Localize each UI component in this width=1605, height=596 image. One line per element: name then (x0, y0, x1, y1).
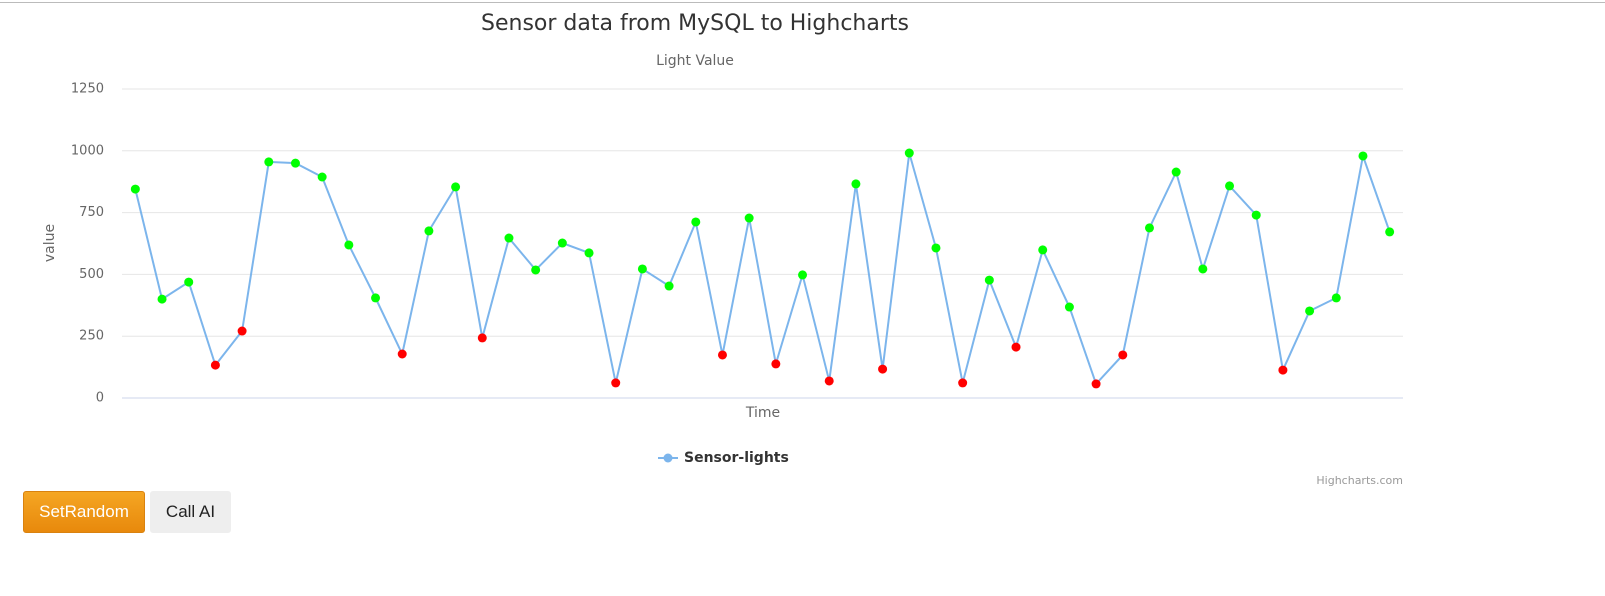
data-point (1011, 342, 1021, 352)
data-point (744, 213, 754, 223)
data-point (931, 243, 941, 253)
data-point (824, 376, 834, 386)
set-random-button[interactable]: SetRandom (23, 491, 145, 533)
y-tick-label: 500 (79, 267, 104, 282)
call-ai-button[interactable]: Call AI (150, 491, 231, 533)
legend-label: Sensor-lights (684, 450, 789, 466)
data-point (958, 378, 968, 388)
data-point (1118, 350, 1128, 360)
data-point (1064, 302, 1074, 312)
data-point (477, 333, 487, 343)
data-point (184, 277, 194, 287)
data-point (798, 270, 808, 280)
data-point (1144, 223, 1154, 233)
legend-marker (663, 453, 673, 463)
y-tick-label: 1250 (71, 82, 104, 97)
series-line (134, 152, 1391, 386)
chart-subtitle: Light Value (656, 53, 734, 69)
data-point (717, 350, 727, 360)
data-point (1171, 167, 1181, 177)
data-point (1278, 365, 1288, 375)
y-tick-label: 250 (79, 329, 104, 344)
data-point (637, 264, 647, 274)
top-border (0, 2, 1605, 3)
data-point (1305, 306, 1315, 316)
data-point (1358, 151, 1368, 161)
data-point (317, 172, 327, 182)
data-point (584, 248, 594, 258)
x-axis-title: Time (745, 405, 780, 421)
data-point (1225, 181, 1235, 191)
data-point (531, 265, 541, 275)
data-point (771, 359, 781, 369)
data-point (157, 294, 167, 304)
data-point (1198, 264, 1208, 274)
data-point (371, 293, 381, 303)
data-point (344, 240, 354, 250)
credits[interactable]: Highcharts.com (1316, 474, 1403, 487)
y-tick-label: 0 (96, 391, 104, 406)
data-point (611, 378, 621, 388)
y-tick-label: 1000 (71, 143, 104, 158)
data-point (984, 275, 994, 285)
data-point (904, 148, 914, 158)
data-point (1251, 210, 1261, 220)
data-point (424, 226, 434, 236)
data-point (1091, 379, 1101, 389)
data-point (851, 179, 861, 189)
chart-title: Sensor data from MySQL to Highcharts (481, 11, 909, 36)
data-point (1038, 245, 1048, 255)
data-point (1385, 227, 1395, 237)
data-point (210, 360, 220, 370)
data-point (1331, 293, 1341, 303)
data-point (290, 158, 300, 168)
data-point (130, 184, 140, 194)
data-point (237, 326, 247, 336)
data-point (878, 364, 888, 374)
y-tick-label: 750 (79, 205, 104, 220)
data-point (557, 238, 567, 248)
data-point (504, 233, 514, 243)
data-point (664, 281, 674, 291)
data-point (264, 157, 274, 167)
data-point (691, 217, 701, 227)
y-axis-title: value (42, 224, 58, 262)
data-point (397, 349, 407, 359)
data-point (451, 182, 461, 192)
